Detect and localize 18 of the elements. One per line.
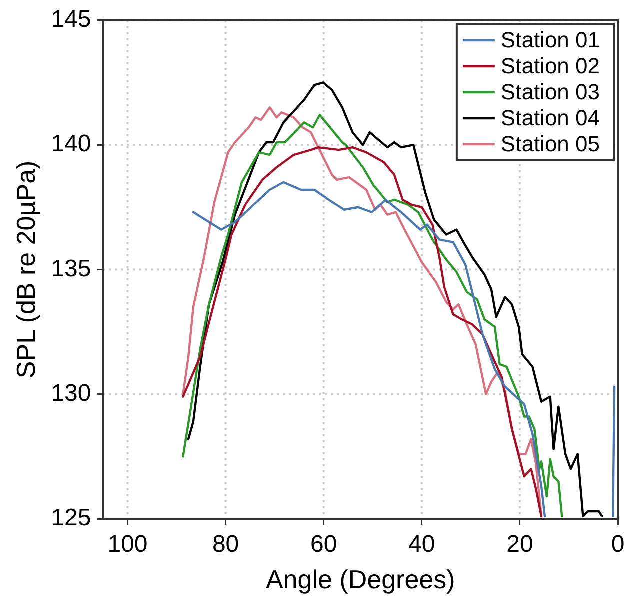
y-axis-title: SPL (dB re 20µPa) <box>10 160 41 379</box>
y-tick-label: 145 <box>51 6 92 34</box>
x-tick-label: 40 <box>408 531 436 558</box>
x-tick-label: 80 <box>212 531 240 558</box>
legend-label: Station 03 <box>500 79 600 104</box>
x-tick-label: 60 <box>310 531 338 558</box>
y-tick-label: 130 <box>51 380 92 407</box>
y-tick-label: 135 <box>51 255 92 282</box>
legend-label: Station 04 <box>500 105 600 130</box>
x-axis-title: Angle (Degrees) <box>266 564 456 595</box>
x-tick-label: 20 <box>506 531 534 558</box>
x-tick-label: 0 <box>611 531 625 558</box>
x-tick-label: 100 <box>108 531 148 558</box>
legend-label: Station 05 <box>500 131 600 156</box>
legend-label: Station 02 <box>500 53 600 78</box>
y-tick-label: 140 <box>51 130 92 158</box>
y-tick-label: 125 <box>51 504 92 532</box>
legend-label: Station 01 <box>500 27 600 52</box>
